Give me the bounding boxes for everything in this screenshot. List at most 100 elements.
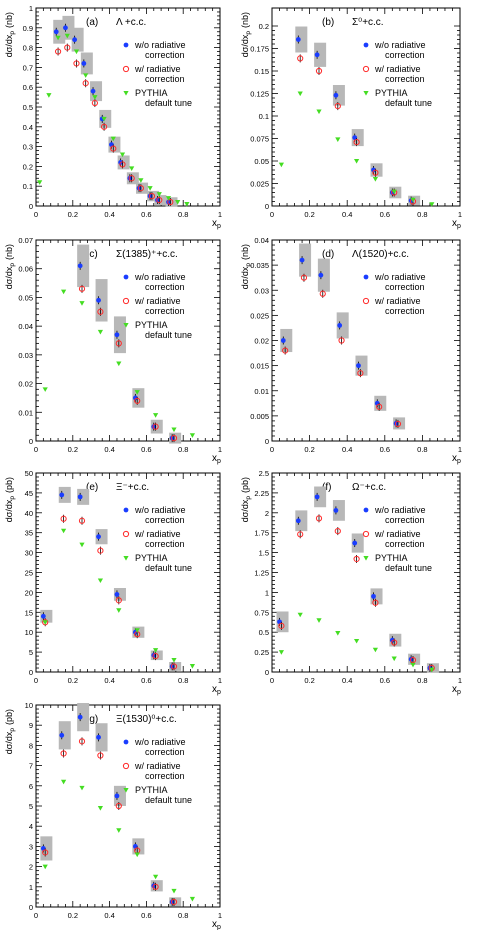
y-tick-label: 4 — [29, 822, 33, 831]
data-point-without-rad — [63, 25, 68, 31]
legend-text: w/ radiative — [134, 64, 181, 74]
y-tick-label: 8 — [29, 741, 33, 750]
legend-text: w/o radiative — [374, 272, 426, 282]
panel-title: Σ(1385)⁺+c.c. — [116, 249, 178, 260]
data-point-without-rad — [337, 323, 343, 328]
legend-marker-pythia — [363, 91, 369, 96]
pythia-point — [97, 578, 103, 584]
syst-band — [95, 723, 108, 752]
x-tick-label: 0.6 — [380, 676, 390, 685]
legend-text: correction — [385, 50, 425, 60]
legend-marker-with-rad — [122, 65, 130, 73]
x-axis-label: xp — [452, 453, 461, 465]
y-tick-label: 50 — [25, 469, 33, 478]
syst-band — [169, 432, 182, 444]
y-tick-label: 5 — [29, 802, 33, 811]
data-point-without-rad — [155, 197, 160, 203]
x-tick-label: 1 — [218, 911, 222, 920]
x-tick-label: 0.8 — [178, 210, 188, 219]
x-tick-label: 0.4 — [104, 911, 114, 920]
y-tick-label: 0.075 — [250, 135, 269, 144]
pythia-point — [116, 608, 122, 613]
y-tick-label: 2 — [265, 509, 269, 518]
data-point-with-rad — [134, 397, 141, 404]
syst-band — [314, 486, 327, 508]
legend-text: default tune — [385, 98, 432, 108]
pythia-point — [134, 390, 140, 395]
y-tick-label: 0.005 — [250, 412, 269, 421]
y-tick-label: 0.1 — [259, 112, 269, 121]
legend-text: default tune — [385, 563, 432, 573]
x-axis-label-sub: p — [217, 458, 221, 465]
x-tick-label: 1 — [218, 445, 222, 454]
pythia-point — [171, 888, 177, 894]
pythia-point — [61, 528, 67, 534]
x-tick-label: 0 — [34, 676, 38, 685]
pythia-point — [372, 647, 378, 653]
y-tick-label: 0.9 — [23, 24, 33, 33]
syst-band — [150, 880, 163, 892]
pythia-point — [171, 658, 177, 663]
panel-label: (a) — [86, 17, 98, 28]
pythia-point — [73, 49, 80, 55]
data-point-with-rad — [54, 48, 62, 55]
x-axis-label: xp — [452, 218, 461, 230]
y-tick-label: 0.02 — [254, 337, 269, 346]
syst-band — [332, 500, 345, 521]
pythia-point — [92, 95, 98, 100]
y-tick-label: 1 — [29, 883, 33, 892]
syst-band — [80, 52, 93, 75]
legend-text: w/o radiative — [134, 737, 186, 747]
pythia-point — [316, 109, 322, 115]
data-point-without-rad — [72, 37, 78, 43]
y-tick-label: 0 — [29, 202, 33, 211]
pythia-point — [429, 667, 435, 673]
syst-band — [77, 244, 90, 288]
data-point-without-rad — [295, 518, 301, 524]
x-tick-label: 1 — [458, 676, 462, 685]
x-axis-label-main: x — [212, 218, 217, 229]
plot-frame — [35, 239, 221, 442]
x-tick-label: 0 — [270, 676, 274, 685]
data-point-without-rad — [114, 793, 120, 799]
panel-label: (g) — [86, 714, 98, 725]
chart-panel-3: 0 0.01 0.02 0.03 0.04 0.05 0.06 0.07 0 0.2 0.4 0.6 0… — [4, 236, 222, 465]
data-point-without-rad — [280, 338, 286, 343]
data-point-with-rad — [137, 185, 144, 192]
data-point-without-rad — [59, 732, 65, 738]
data-point-with-rad — [91, 99, 98, 107]
plot-frame — [271, 472, 461, 673]
legend-text: PYTHIA — [375, 553, 408, 563]
data-point-without-rad — [371, 593, 376, 599]
x-tick-label: 0.8 — [417, 676, 427, 685]
panel-label: (d) — [322, 249, 334, 260]
pythia-point — [116, 361, 122, 367]
y-tick-label: 0 — [265, 668, 269, 677]
data-point-with-rad — [372, 169, 379, 176]
legend-marker-with-rad — [362, 530, 370, 538]
x-tick-label: 0.8 — [178, 676, 188, 685]
y-axis-label-main: dσ/dx — [4, 731, 14, 754]
data-point-with-rad — [42, 619, 49, 626]
data-point-with-rad — [82, 80, 89, 87]
pythia-point — [42, 620, 48, 625]
legend-text: correction — [385, 74, 425, 84]
x-tick-label: 0.2 — [304, 445, 314, 454]
pythia-point — [42, 387, 48, 392]
legend-text: default tune — [145, 795, 192, 805]
x-tick-label: 0.4 — [342, 445, 352, 454]
y-tick-label: 1.5 — [259, 549, 269, 558]
y-axis-label: dσ/dxp (nb) — [240, 12, 252, 57]
legend-text: PYTHIA — [135, 88, 168, 98]
pythia-point — [410, 662, 416, 668]
y-tick-label: 0.3 — [23, 143, 33, 152]
data-point-with-rad — [78, 517, 86, 524]
x-tick-label: 0.8 — [178, 911, 188, 920]
data-point-with-rad — [128, 175, 135, 182]
x-tick-label: 0.8 — [417, 445, 427, 454]
y-axis-label-unit: (nb) — [4, 244, 14, 260]
y-tick-label: 35 — [25, 529, 33, 538]
pythia-point — [64, 33, 70, 39]
legend-text: PYTHIA — [135, 320, 168, 330]
